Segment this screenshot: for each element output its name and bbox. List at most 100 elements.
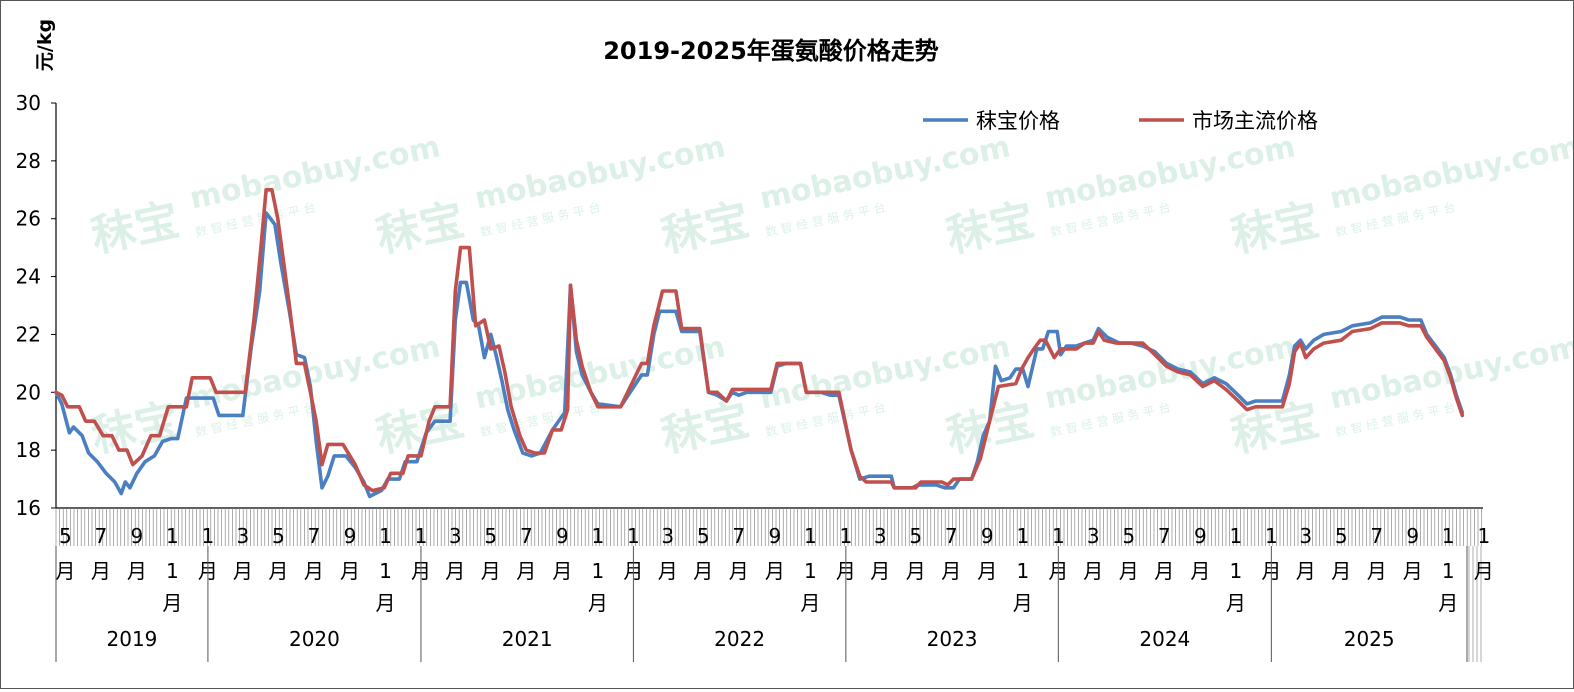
watermark-logo: 秣宝: [657, 394, 754, 462]
watermark-url: mobaobuy.com: [187, 329, 444, 416]
svg-text:月: 月: [1331, 559, 1351, 583]
watermark-logo: 秣宝: [1227, 194, 1324, 262]
svg-text:月: 月: [1367, 559, 1387, 583]
svg-text:月: 月: [91, 559, 111, 583]
svg-text:9: 9: [981, 524, 994, 548]
x-tick-label: 5月: [481, 524, 501, 583]
svg-text:1: 1: [1477, 524, 1490, 548]
year-label: 2019: [107, 627, 158, 651]
svg-text:月: 月: [340, 559, 360, 583]
svg-text:5: 5: [484, 524, 497, 548]
svg-text:月: 月: [693, 559, 713, 583]
svg-text:1: 1: [1442, 559, 1455, 583]
y-tick-label: 16: [16, 496, 41, 520]
x-tick-label: 1 1 月: [1226, 524, 1246, 615]
svg-text:月: 月: [1119, 559, 1139, 583]
watermark-logo: 秣宝: [372, 194, 469, 262]
watermark-layer: 秣宝mobaobuy.com数 智 经 营 服 务 平 台秣宝mobaobuy.…: [87, 129, 1574, 462]
svg-text:1: 1: [1229, 559, 1242, 583]
svg-text:5: 5: [909, 524, 922, 548]
svg-text:9: 9: [1194, 524, 1207, 548]
x-tick-label: 5月: [1331, 524, 1351, 583]
svg-text:月: 月: [1226, 591, 1246, 615]
x-tick-label: 5月: [906, 524, 926, 583]
svg-text:月: 月: [481, 559, 501, 583]
y-tick-label: 24: [16, 265, 41, 289]
svg-text:3: 3: [1087, 524, 1100, 548]
watermark-url: mobaobuy.com: [757, 329, 1014, 416]
year-label: 2025: [1344, 627, 1395, 651]
watermark-url: mobaobuy.com: [1042, 329, 1299, 416]
svg-text:1: 1: [166, 524, 179, 548]
svg-text:月: 月: [588, 591, 608, 615]
svg-text:月: 月: [1438, 591, 1458, 615]
svg-text:7: 7: [945, 524, 958, 548]
svg-text:月: 月: [268, 559, 288, 583]
watermark-logo: 秣宝: [87, 394, 184, 462]
x-tick-label: 7月: [941, 524, 961, 583]
year-label: 2020: [289, 627, 340, 651]
x-axis: 5月7月9月11月1月3月5月7月9月11月1月3月5月7月9月11月1月3月5…: [55, 507, 1494, 662]
svg-text:月: 月: [1190, 559, 1210, 583]
x-tick-label: 5月: [1119, 524, 1139, 583]
x-tick-label: 9月: [127, 524, 147, 583]
svg-text:1: 1: [804, 524, 817, 548]
x-tick-label: 1 1 月: [1438, 524, 1458, 615]
svg-text:月: 月: [1403, 559, 1423, 583]
svg-text:1: 1: [1052, 524, 1065, 548]
x-tick-label: 5月: [55, 524, 75, 583]
x-tick-label: 1 1 月: [162, 524, 182, 615]
svg-text:1: 1: [627, 524, 640, 548]
x-tick-label: 9月: [1403, 524, 1423, 583]
x-tick-label: 3月: [658, 524, 678, 583]
watermark-url: mobaobuy.com: [757, 129, 1014, 216]
svg-text:月: 月: [765, 559, 785, 583]
watermark-logo: 秣宝: [87, 194, 184, 262]
svg-text:9: 9: [768, 524, 781, 548]
svg-text:7: 7: [307, 524, 320, 548]
svg-text:9: 9: [131, 524, 144, 548]
svg-text:7: 7: [520, 524, 533, 548]
svg-text:1: 1: [1442, 524, 1455, 548]
x-tick-label: 1月: [1474, 524, 1494, 583]
svg-text:月: 月: [162, 591, 182, 615]
x-tick-label: 7月: [91, 524, 111, 583]
x-tick-label: 3月: [870, 524, 890, 583]
watermark-url: mobaobuy.com: [187, 129, 444, 216]
watermark-url: mobaobuy.com: [472, 129, 729, 216]
year-label: 2023: [927, 627, 978, 651]
x-tick-label: 9月: [340, 524, 360, 583]
svg-text:月: 月: [1083, 559, 1103, 583]
svg-text:1: 1: [1265, 524, 1278, 548]
year-label: 2021: [502, 627, 553, 651]
svg-text:3: 3: [449, 524, 462, 548]
svg-text:月: 月: [658, 559, 678, 583]
svg-text:1: 1: [592, 524, 605, 548]
legend-label: 市场主流价格: [1192, 109, 1318, 133]
x-tick-label: 1 1 月: [800, 524, 820, 615]
svg-text:月: 月: [1013, 591, 1033, 615]
x-tick-label: 7月: [729, 524, 749, 583]
svg-text:月: 月: [906, 559, 926, 583]
svg-text:7: 7: [94, 524, 107, 548]
svg-text:3: 3: [661, 524, 674, 548]
x-tick-label: 1 1 月: [375, 524, 395, 615]
x-tick-label: 9月: [1190, 524, 1210, 583]
svg-text:月: 月: [1474, 559, 1494, 583]
svg-text:月: 月: [233, 559, 253, 583]
x-tick-label: 3月: [1083, 524, 1103, 583]
series-line-mobao: [54, 211, 1465, 499]
svg-text:1: 1: [592, 559, 605, 583]
svg-text:9: 9: [344, 524, 357, 548]
x-tick-label: 9月: [552, 524, 572, 583]
y-tick-label: 26: [16, 207, 41, 231]
svg-text:7: 7: [1158, 524, 1171, 548]
svg-text:月: 月: [445, 559, 465, 583]
x-tick-label: 5月: [693, 524, 713, 583]
svg-text:1: 1: [415, 524, 428, 548]
x-tick-label: 7月: [516, 524, 536, 583]
svg-text:月: 月: [127, 559, 147, 583]
svg-text:1: 1: [1229, 524, 1242, 548]
svg-text:5: 5: [697, 524, 710, 548]
svg-text:7: 7: [1370, 524, 1383, 548]
